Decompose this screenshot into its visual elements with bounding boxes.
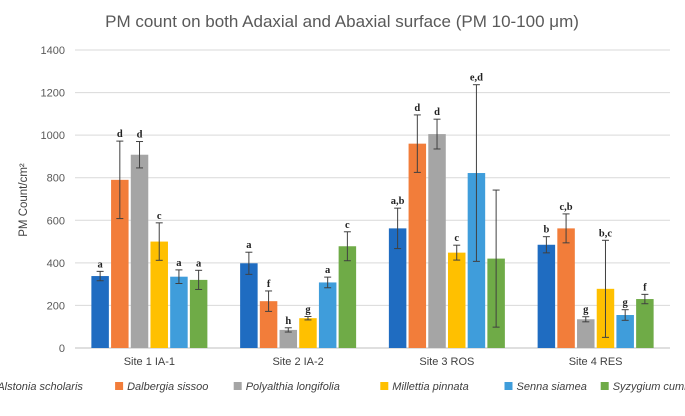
significance-label: a,b (391, 196, 405, 207)
legend-label: Millettia pinnata (392, 381, 468, 393)
y-tick-label: 200 (47, 300, 65, 312)
significance-label: a (246, 240, 252, 251)
significance-label: g (583, 305, 589, 316)
significance-label: d (117, 129, 123, 140)
significance-label: b (543, 225, 549, 236)
legend-swatch (115, 382, 124, 390)
legend-label: Dalbergia sissoo (127, 381, 208, 393)
significance-label: d (414, 103, 420, 114)
bar (388, 228, 407, 348)
bar (557, 228, 575, 348)
legend-swatch (504, 382, 513, 390)
legend-label: Alstonia scholaris (0, 381, 83, 393)
significance-label: h (285, 316, 291, 327)
bar (259, 301, 278, 348)
x-category-label: Site 2 IA-2 (272, 356, 323, 368)
y-tick-label: 1400 (41, 45, 65, 57)
significance-label: a (196, 258, 202, 269)
significance-label: a (325, 265, 331, 276)
y-tick-label: 600 (47, 215, 65, 227)
bar (189, 279, 208, 348)
significance-label: e,d (470, 73, 483, 84)
bar (616, 315, 634, 348)
bar (170, 276, 188, 348)
legend: Alstonia scholaris Dalbergia sissoo Polyal… (0, 381, 685, 393)
y-axis-ticks: 0 200 400 600 800 1000 1200 1400 (41, 45, 65, 355)
significance-label: c (157, 211, 162, 222)
x-axis-categories: Site 1 IA-1 Site 2 IA-2 Site 3 ROS Site 4 R… (124, 356, 623, 368)
significance-label: c (345, 220, 350, 231)
bar (338, 246, 357, 348)
y-axis-label: PM Count/cm² (18, 163, 30, 237)
y-tick-label: 800 (47, 173, 65, 185)
bar (428, 134, 446, 348)
bar (408, 143, 427, 348)
legend-swatch (380, 382, 389, 390)
bar (537, 244, 556, 348)
y-tick-label: 1200 (41, 88, 65, 100)
significance-label: c (454, 233, 459, 244)
significance-label: a (98, 259, 104, 270)
bar (577, 319, 595, 348)
chart-title: PM count on both Adaxial and Abaxial sur… (105, 12, 579, 31)
y-tick-label: 1000 (41, 130, 65, 142)
bar (299, 318, 317, 348)
x-category-label: Site 3 ROS (419, 356, 474, 368)
legend-swatch (600, 382, 609, 390)
bar (91, 276, 109, 348)
bar (279, 329, 298, 348)
significance-label: b,c (599, 228, 612, 239)
significance-label: c,b (560, 202, 573, 213)
bars: a d d c a a a f h g a c a,b d d c e,d b c,b g b,c g f (91, 73, 654, 348)
y-tick-label: 0 (59, 343, 65, 355)
legend-label: Senna siamea (517, 381, 587, 393)
significance-label: g (305, 304, 311, 315)
significance-label: f (643, 282, 647, 293)
legend-label: Syzygium cumini (613, 381, 685, 393)
significance-label: a (176, 258, 182, 269)
significance-label: f (267, 279, 271, 290)
x-category-label: Site 4 RES (569, 356, 623, 368)
bar (111, 179, 129, 348)
bar (636, 299, 654, 348)
bar (150, 241, 168, 348)
legend-swatch (233, 382, 242, 390)
significance-label: d (434, 107, 440, 118)
bar (447, 252, 466, 348)
significance-label: g (623, 298, 629, 309)
y-tick-label: 400 (47, 258, 65, 270)
bar (240, 263, 258, 348)
x-category-label: Site 1 IA-1 (124, 356, 175, 368)
bar (318, 282, 337, 348)
significance-label: d (137, 130, 143, 141)
legend-label: Polyalthia longifolia (246, 381, 340, 393)
bar (130, 154, 149, 348)
